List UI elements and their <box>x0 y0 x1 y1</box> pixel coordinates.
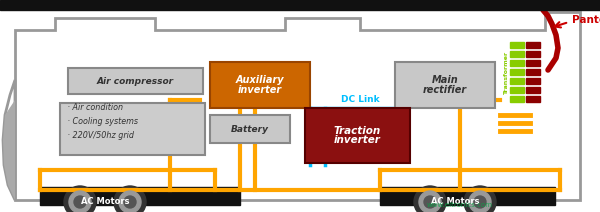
Text: · Cooling systems: · Cooling systems <box>65 117 138 127</box>
Circle shape <box>464 186 496 212</box>
Text: Auxiliary: Auxiliary <box>236 75 284 85</box>
Bar <box>526 69 540 75</box>
Bar <box>510 69 524 75</box>
Bar <box>395 62 495 108</box>
Bar <box>510 96 524 102</box>
Circle shape <box>124 196 136 208</box>
Bar <box>210 115 290 143</box>
Circle shape <box>69 191 91 212</box>
Text: AC Motors: AC Motors <box>81 198 129 206</box>
Text: www.eltronics.com: www.eltronics.com <box>427 202 493 208</box>
Circle shape <box>119 191 141 212</box>
Bar <box>380 187 555 205</box>
Circle shape <box>474 196 486 208</box>
Bar <box>305 108 410 163</box>
Text: Battery: Battery <box>231 124 269 134</box>
Text: AC Motors: AC Motors <box>431 198 479 206</box>
Bar <box>526 78 540 84</box>
Text: inverter: inverter <box>238 85 282 95</box>
Bar <box>526 51 540 57</box>
Circle shape <box>114 186 146 212</box>
Text: · 220V/50hz grid: · 220V/50hz grid <box>65 131 134 141</box>
Text: Main: Main <box>431 75 458 85</box>
Bar <box>510 42 524 48</box>
Circle shape <box>469 191 491 212</box>
Polygon shape <box>3 100 15 200</box>
Bar <box>0 0 600 10</box>
Circle shape <box>424 196 436 208</box>
Bar <box>510 78 524 84</box>
Bar <box>510 60 524 66</box>
Circle shape <box>74 196 86 208</box>
Bar <box>210 62 310 108</box>
Bar <box>526 60 540 66</box>
Text: Traction: Traction <box>334 126 381 136</box>
Text: Air compressor: Air compressor <box>97 77 174 85</box>
Bar <box>526 42 540 48</box>
Bar <box>60 103 205 155</box>
Text: · Air condition: · Air condition <box>65 103 123 113</box>
Polygon shape <box>15 12 580 200</box>
Text: inverter: inverter <box>334 135 381 145</box>
Circle shape <box>64 186 96 212</box>
Text: DC Link: DC Link <box>341 95 379 105</box>
Text: Transformer: Transformer <box>505 52 509 95</box>
Circle shape <box>414 186 446 212</box>
Text: rectifier: rectifier <box>423 85 467 95</box>
Bar <box>40 187 240 205</box>
Bar <box>526 96 540 102</box>
Bar <box>510 87 524 93</box>
Polygon shape <box>3 80 15 200</box>
Bar <box>526 87 540 93</box>
Circle shape <box>419 191 441 212</box>
Bar <box>510 51 524 57</box>
Text: Pantograph: Pantograph <box>572 15 600 25</box>
Bar <box>68 68 203 94</box>
